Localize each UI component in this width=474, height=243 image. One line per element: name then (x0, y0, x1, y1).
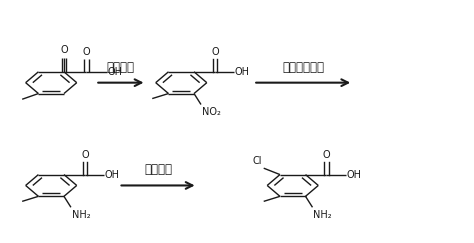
Text: 氯化反应: 氯化反应 (144, 163, 172, 176)
Text: OH: OH (105, 170, 120, 180)
Text: 加氢还原反应: 加氢还原反应 (282, 61, 324, 74)
Text: NO₂: NO₂ (202, 107, 221, 117)
Text: OH: OH (108, 67, 123, 77)
Text: Cl: Cl (252, 156, 262, 166)
Text: O: O (81, 150, 89, 160)
Text: OH: OH (235, 67, 250, 77)
Text: 硕化反应: 硕化反应 (107, 61, 135, 74)
Text: NH₂: NH₂ (72, 209, 91, 220)
Text: O: O (323, 150, 330, 160)
Text: O: O (82, 47, 90, 57)
Text: NH₂: NH₂ (313, 209, 332, 220)
Text: OH: OH (346, 170, 361, 180)
Text: O: O (60, 45, 68, 55)
Text: O: O (211, 47, 219, 57)
